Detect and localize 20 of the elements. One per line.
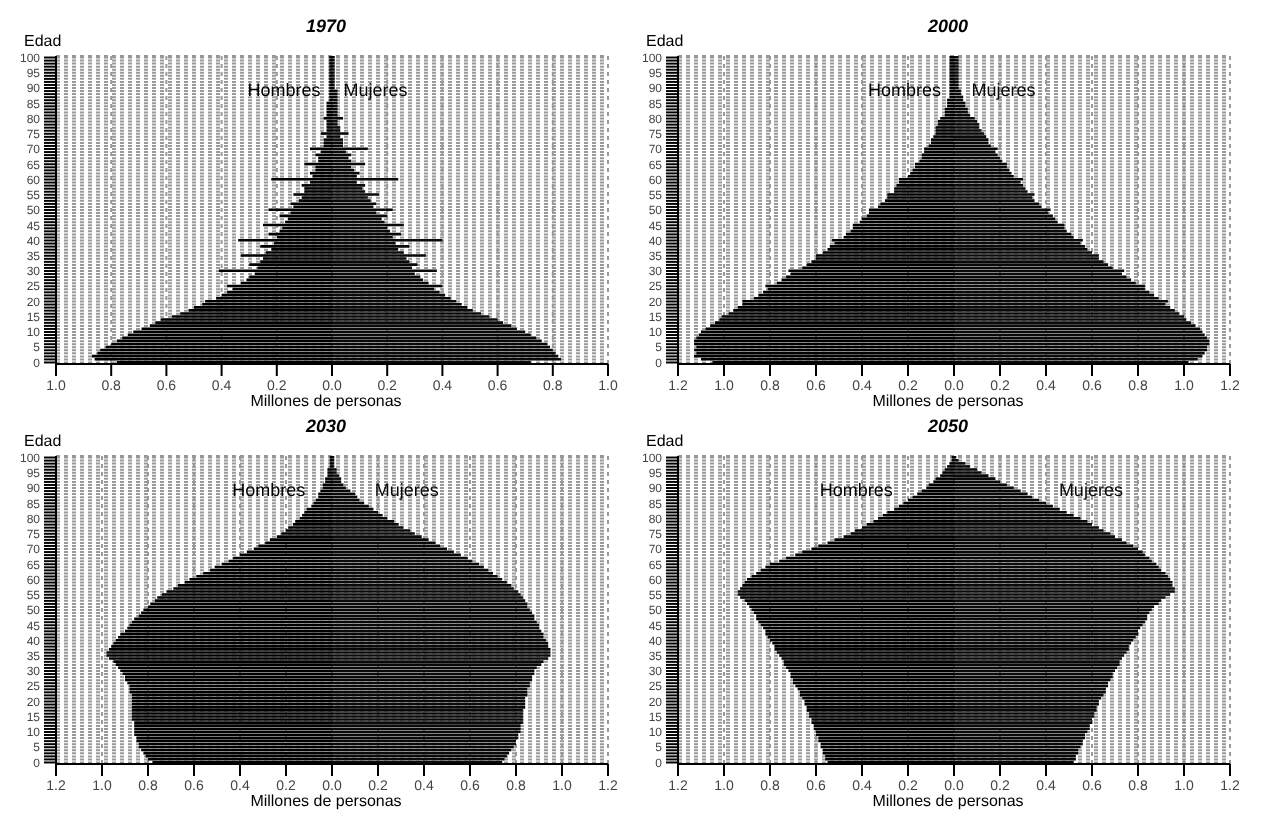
series-label: Hombres: [868, 80, 942, 101]
chart-title: 2050: [927, 416, 969, 436]
x-axis-title: Millones de personas: [248, 792, 404, 814]
series-label: Mujeres: [374, 480, 439, 501]
chart-title: 1970: [305, 16, 347, 36]
x-axis-title: Millones de personas: [248, 392, 404, 414]
series-label: Hombres: [247, 80, 321, 101]
series-label: Mujeres: [343, 80, 408, 101]
series-label: Mujeres: [1058, 480, 1123, 501]
x-axis-title: Millones de personas: [870, 792, 1026, 814]
x-axis-title: Millones de personas: [870, 392, 1026, 414]
series-label: Hombres: [232, 480, 306, 501]
y-axis-title: Edad: [646, 32, 684, 50]
y-axis-title: Edad: [24, 32, 62, 50]
chart-title: 2030: [305, 416, 347, 436]
series-label: Hombres: [819, 480, 893, 501]
chart-title: 2000: [927, 16, 969, 36]
series-label: Mujeres: [971, 80, 1036, 101]
y-axis-title: Edad: [646, 432, 684, 450]
y-axis-title: Edad: [24, 432, 62, 450]
